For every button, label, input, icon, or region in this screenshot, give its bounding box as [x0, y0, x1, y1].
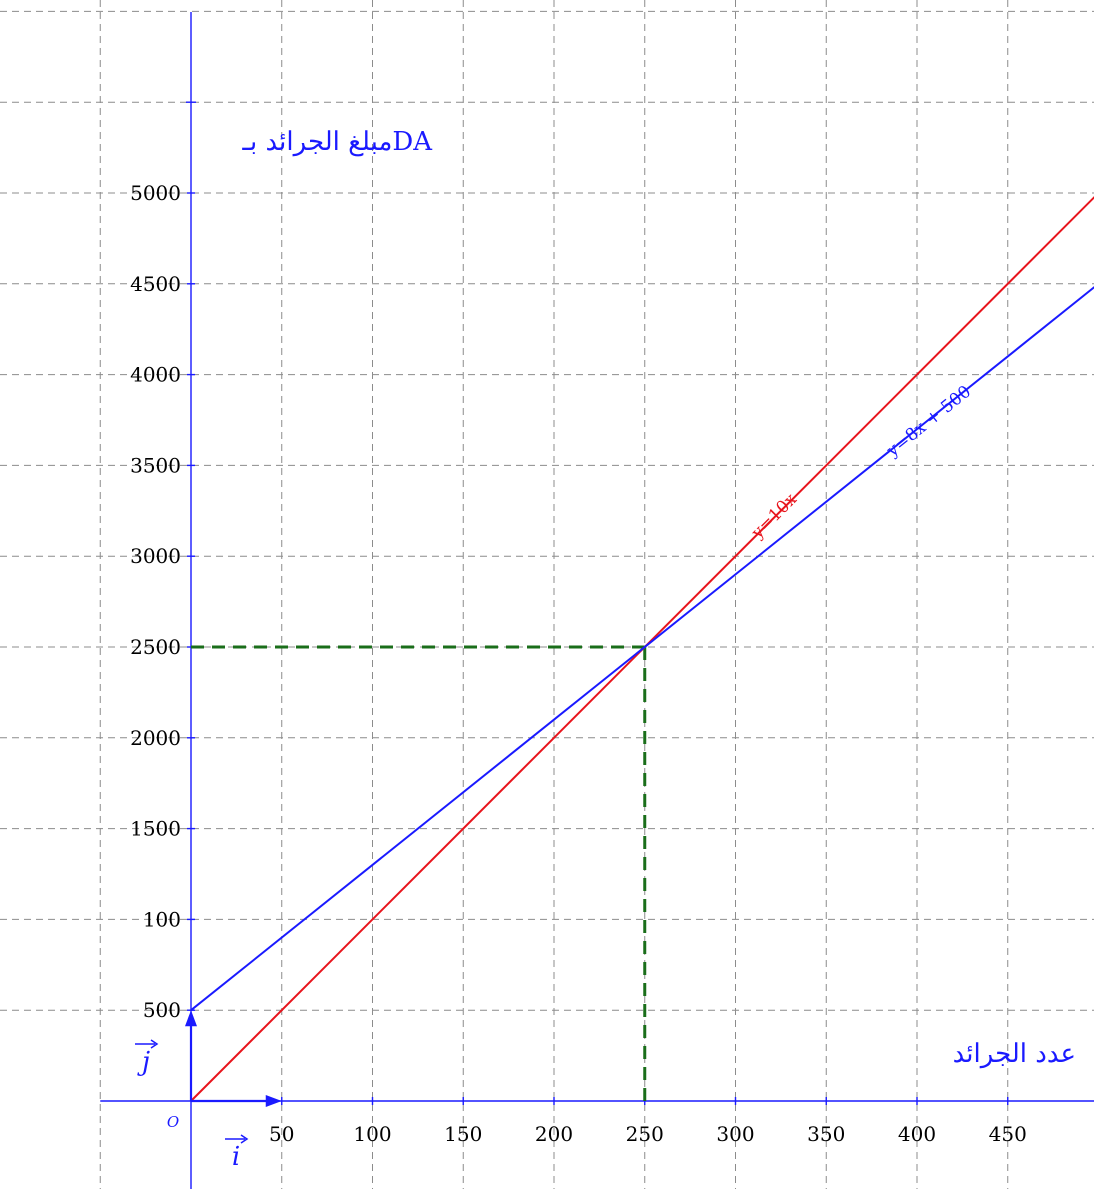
y-tick-label: 2500 — [130, 635, 181, 659]
chart-labels: مبلغ الجرائد بـDA عدد الجرائد O y=10x y=8… — [167, 127, 1076, 1131]
y-tick-label: 3500 — [130, 453, 181, 477]
vector-i-label-arrow-head — [240, 1134, 249, 1144]
x-axis-title: عدد الجرائد — [953, 1039, 1076, 1069]
unit-vector-i-arrowhead — [265, 1095, 282, 1107]
x-tick-label: 350 — [807, 1122, 845, 1146]
vector-i-label: i — [232, 1142, 240, 1172]
x-tick-label: 300 — [716, 1122, 754, 1146]
x-tick-label: 50 — [269, 1122, 294, 1146]
unit-vector-j-arrowhead — [185, 1010, 197, 1027]
x-tick-label: 100 — [353, 1122, 391, 1146]
x-tick-label: 400 — [898, 1122, 936, 1146]
vector-j-label-arrow-head — [150, 1039, 159, 1049]
axes — [100, 12, 1094, 1189]
y-tick-label: 2000 — [130, 726, 181, 750]
origin-label: O — [167, 1113, 179, 1131]
y-tick-label: 5000 — [130, 181, 181, 205]
series-group — [190, 196, 1094, 1102]
y-tick-label: 100 — [143, 907, 181, 931]
x-tick-label: 200 — [535, 1122, 573, 1146]
y-tick-label: 3000 — [130, 544, 181, 568]
tick-labels: 50 100 150 200 250 300 350 400 450 500 100 1500 2000… — [130, 181, 1027, 1146]
y-axis-title: مبلغ الجرائد بـDA — [241, 127, 433, 157]
series-label-1: y=10x — [747, 489, 801, 543]
series-label-2: y=8x + 500 — [882, 382, 975, 462]
unit-vectors: ij — [135, 1010, 282, 1172]
x-tick-label: 250 — [626, 1122, 664, 1146]
x-tick-label: 450 — [989, 1122, 1027, 1146]
y-tick-label: 4500 — [130, 272, 181, 296]
x-tick-label: 150 — [444, 1122, 482, 1146]
vector-j-label: j — [137, 1047, 150, 1077]
series-line-2 — [190, 286, 1094, 1011]
y-tick-label: 1500 — [130, 817, 181, 841]
y-tick-label: 500 — [143, 998, 181, 1022]
intersection-guides — [191, 645, 647, 1101]
y-tick-label: 4000 — [130, 363, 181, 387]
